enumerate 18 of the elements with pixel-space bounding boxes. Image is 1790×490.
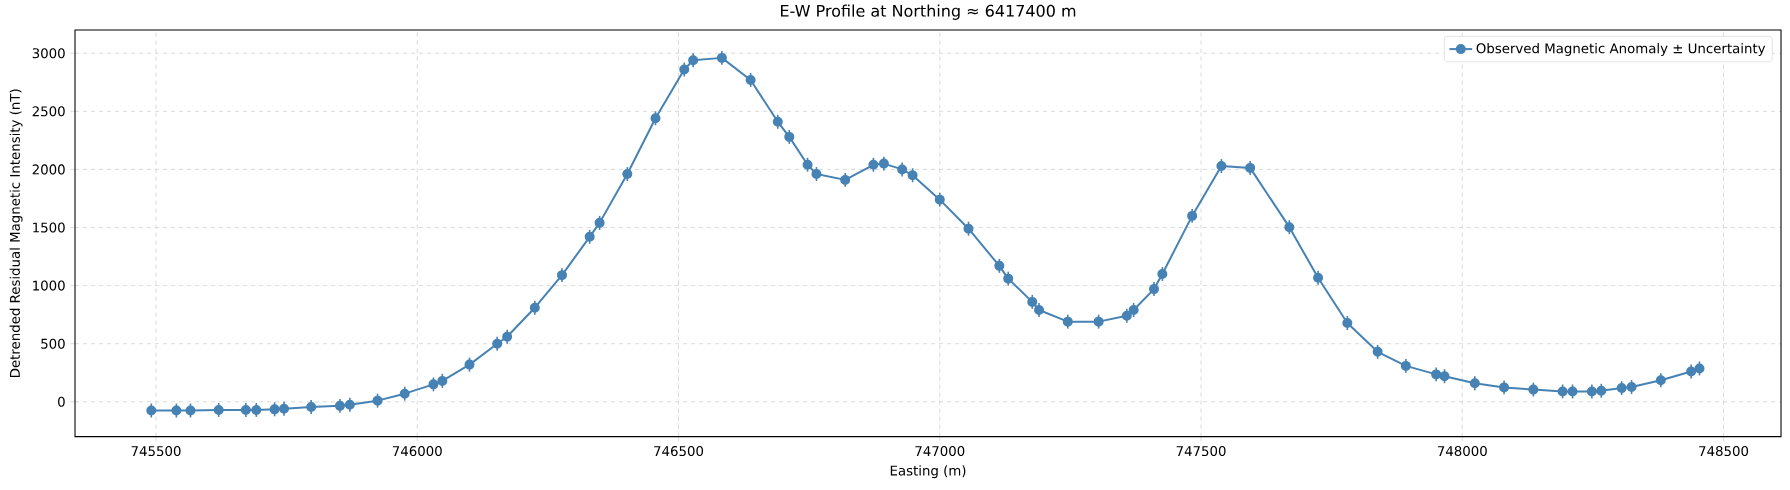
y-tick-label: 0 [58,396,65,408]
x-tick-label: 745500 [131,446,181,457]
chart-title: E-W Profile at Northing ≈ 6417400 m [781,4,1076,21]
y-axis-title: Detrended Residual Magnetic Intensity (nT) [9,89,23,378]
y-tick-label: 3000 [32,48,65,59]
x-tick-label: 747500 [1176,446,1226,457]
y-tick-label: 1000 [33,280,65,291]
legend-label: Observed Magnetic Anomaly ± Uncertainty [1476,43,1766,57]
x-tick-label: 746500 [654,446,704,457]
y-tick-label: 500 [41,338,65,349]
x-tick-label: 747000 [915,446,965,457]
x-tick-label: 748500 [1699,446,1749,457]
x-axis-title: Easting (m) [890,465,966,479]
x-tick-label: 748000 [1437,446,1487,457]
y-tick-label: 1500 [33,222,65,233]
y-tick-label: 2000 [32,164,65,175]
x-tick-label: 746000 [392,446,442,457]
y-tick-label: 2500 [32,106,65,117]
